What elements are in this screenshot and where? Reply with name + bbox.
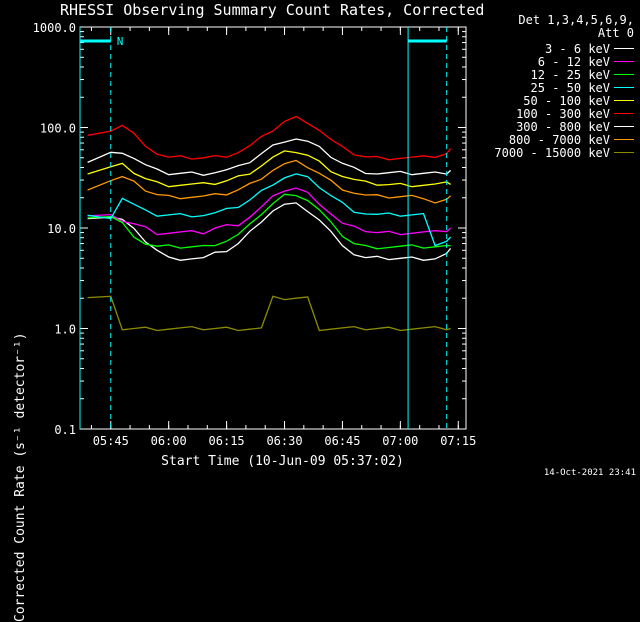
x-tick-label: 07:00: [382, 434, 418, 448]
legend-item: 6 - 12 keV: [494, 54, 634, 69]
y-tick-label: 0.1: [54, 423, 76, 437]
legend-attenuator-header: Att 0: [597, 26, 634, 40]
y-tick-label: 10.0: [47, 222, 76, 236]
x-tick-label: 06:30: [266, 434, 302, 448]
y-tick-label: 1.0: [54, 323, 76, 337]
legend-label: 6 - 12 keV: [537, 54, 610, 69]
x-tick-label: 06:15: [209, 434, 245, 448]
x-tick-label: 06:00: [151, 434, 187, 448]
series-3-6-keV-line: [87, 202, 452, 261]
series-800-7000-keV-line: [87, 159, 452, 204]
legend-swatch: [614, 113, 634, 114]
legend-swatch: [614, 139, 634, 140]
series-7000-15000-keV-line: [87, 295, 451, 332]
legend-label: 7000 - 15000 keV: [494, 145, 610, 160]
legend-swatch: [614, 48, 634, 49]
legend-item: 3 - 6 keV: [494, 41, 634, 56]
count-rate-chart: 1000.0 100.0 10.0 1.0 0.1 05:45 06:00 06:15 06:3…: [33, 21, 477, 448]
legend-swatch: [614, 87, 634, 88]
y-axis-label: Corrected Count Rate (s⁻¹ detector⁻¹): [13, 332, 28, 622]
legend-swatch: [614, 100, 634, 101]
series-25-50-keV-line: [87, 173, 452, 247]
legend-label: 100 - 300 keV: [516, 106, 610, 121]
legend-item: 25 - 50 keV: [494, 80, 634, 95]
legend-label: 50 - 100 keV: [523, 93, 610, 108]
attenuator-label: N: [117, 35, 124, 48]
x-axis-label: Start Time (10-Jun-09 05:37:02): [161, 454, 404, 469]
legend-label: 3 - 6 keV: [544, 41, 610, 56]
legend-swatch: [614, 152, 634, 153]
legend-item: 50 - 100 keV: [494, 93, 634, 108]
x-tick-label: 06:45: [324, 434, 360, 448]
legend: 3 - 6 keV 6 - 12 keV 12 - 25 keV 25 - 50 ke…: [494, 41, 634, 160]
legend-label: 300 - 800 keV: [516, 119, 610, 134]
legend-swatch: [614, 74, 634, 75]
series-300-800-keV-line: [87, 138, 452, 176]
series-6-12-keV-line: [87, 187, 452, 236]
y-tick-label: 1000.0: [33, 21, 76, 35]
legend-label: 25 - 50 keV: [530, 80, 610, 95]
legend-item: 100 - 300 keV: [494, 106, 634, 121]
x-tick-label: 07:15: [440, 434, 476, 448]
legend-item: 7000 - 15000 keV: [494, 145, 634, 160]
legend-item: 12 - 25 keV: [494, 67, 634, 82]
legend-label: 800 - 7000 keV: [508, 132, 610, 147]
legend-item: 300 - 800 keV: [494, 119, 634, 134]
legend-item: 800 - 7000 keV: [494, 132, 634, 147]
series-50-100-keV-line: [87, 150, 451, 188]
series-100-300-keV-line: [87, 115, 452, 161]
series-12-25-keV-line: [87, 193, 451, 250]
legend-label: 12 - 25 keV: [530, 67, 610, 82]
y-tick-label: 100.0: [40, 122, 76, 136]
legend-swatch: [614, 126, 634, 127]
chart-title: RHESSI Observing Summary Count Rates, Co…: [60, 1, 485, 19]
x-tick-label: 05:45: [93, 434, 129, 448]
legend-swatch: [614, 61, 634, 62]
legend-detector-header: Det 1,3,4,5,6,9,: [518, 13, 634, 27]
generation-timestamp: 14-Oct-2021 23:41: [543, 468, 636, 478]
